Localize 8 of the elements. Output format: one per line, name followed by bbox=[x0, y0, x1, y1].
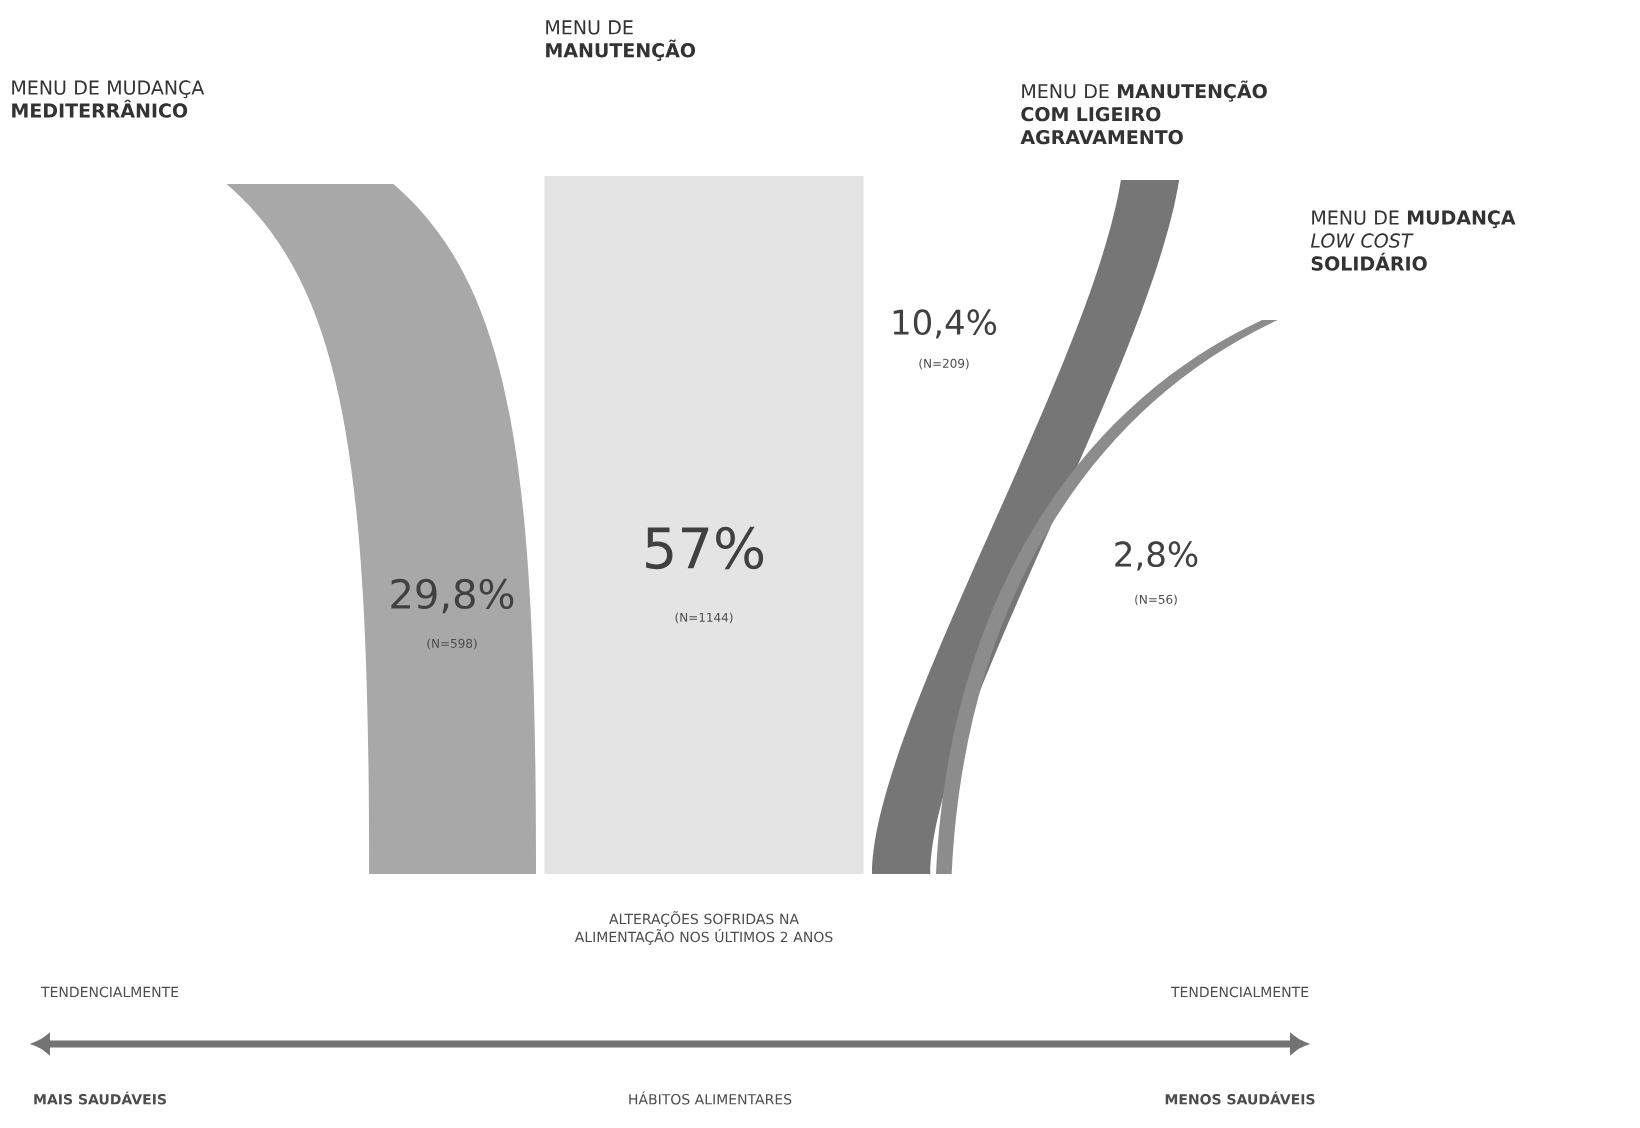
category-label: MENU DE MUDANÇA MEDITERRÂNICO bbox=[12, 80, 205, 118]
data-label: 29,8% bbox=[391, 578, 514, 614]
category-label: MENU DE MANUTENÇÃO bbox=[546, 20, 696, 61]
data-label: 57% bbox=[646, 526, 764, 570]
category-label: MENU DE MUDANÇA LOW COST SOLIDÁRIO bbox=[1310, 210, 1516, 271]
category-label: MENU DE MANUTENÇÃO COM LIGEIRO AGRAVAMENTO bbox=[1020, 80, 1267, 145]
data-label: 10,4% bbox=[893, 309, 997, 339]
data-label: 2,8% bbox=[1115, 541, 1198, 571]
